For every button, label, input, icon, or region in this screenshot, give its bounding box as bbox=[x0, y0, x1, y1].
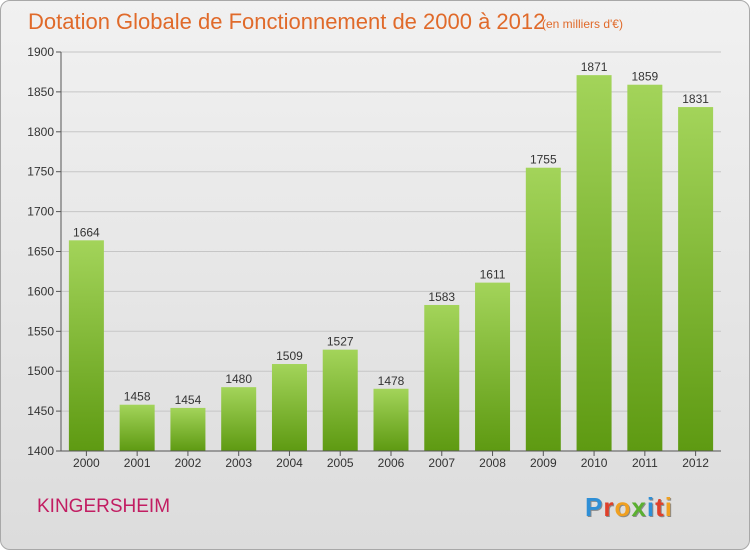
bar-2009 bbox=[525, 167, 561, 451]
x-tick-label: 2003 bbox=[225, 456, 252, 470]
logo-letter: t bbox=[655, 492, 665, 522]
bar-2010 bbox=[576, 75, 612, 451]
x-tick-label: 2002 bbox=[175, 456, 202, 470]
x-tick-label: 2001 bbox=[124, 456, 151, 470]
y-tick-label: 1650 bbox=[27, 245, 54, 259]
chart-title: Dotation Globale de Fonctionnement de 20… bbox=[28, 9, 546, 34]
logo-letter: r bbox=[603, 492, 615, 522]
bars bbox=[68, 75, 714, 451]
data-label-2012: 1831 bbox=[682, 92, 709, 106]
y-axis-ticks: 1400 1450 1500 1550 1600 1650 1700 1750 1800 1850… bbox=[27, 45, 61, 458]
data-label-2008: 1611 bbox=[480, 268, 506, 282]
proxiti-logo: Proxiti bbox=[585, 492, 673, 523]
data-label-2002: 1454 bbox=[175, 393, 202, 407]
bar-2002 bbox=[170, 407, 206, 451]
y-tick-label: 1400 bbox=[27, 444, 54, 458]
data-labels: 1664 1458 1454 1480 1509 1527 1478 1583 1611 1755… bbox=[73, 60, 709, 407]
x-tick-label: 2004 bbox=[276, 456, 303, 470]
axes bbox=[60, 52, 721, 452]
data-label-2007: 1583 bbox=[428, 290, 455, 304]
bar-2001 bbox=[119, 404, 155, 451]
logo-letter: x bbox=[631, 492, 647, 522]
data-label-2011: 1859 bbox=[631, 70, 658, 84]
data-label-2009: 1755 bbox=[530, 153, 557, 167]
x-tick-label: 2000 bbox=[73, 456, 100, 470]
bar-2000 bbox=[68, 240, 104, 451]
bar-2011 bbox=[627, 84, 663, 451]
y-tick-label: 1700 bbox=[27, 205, 54, 219]
bar-2006 bbox=[373, 388, 409, 451]
logo-letter: o bbox=[614, 492, 632, 522]
y-tick-label: 1450 bbox=[27, 404, 54, 418]
logo-letter: i bbox=[664, 492, 673, 522]
x-tick-label: 2009 bbox=[530, 456, 557, 470]
data-label-2000: 1664 bbox=[73, 225, 100, 239]
y-tick-label: 1800 bbox=[27, 125, 54, 139]
chart-unit: (en milliers d'€) bbox=[542, 17, 623, 31]
bar-2008 bbox=[475, 282, 511, 451]
y-tick-label: 1500 bbox=[27, 364, 54, 378]
x-tick-label: 2007 bbox=[428, 456, 455, 470]
data-label-2004: 1509 bbox=[276, 349, 303, 363]
bar-2007 bbox=[424, 304, 460, 451]
commune-name: KINGERSHEIM bbox=[37, 496, 171, 517]
x-tick-label: 2011 bbox=[632, 456, 658, 470]
data-label-2010: 1871 bbox=[581, 60, 608, 74]
y-tick-label: 1550 bbox=[27, 324, 54, 338]
x-axis-ticks: 2000 2001 2002 2003 2004 2005 2006 2007 2008 2009… bbox=[73, 451, 709, 470]
x-tick-label: 2006 bbox=[378, 456, 405, 470]
x-tick-label: 2010 bbox=[581, 456, 608, 470]
y-tick-label: 1850 bbox=[27, 85, 54, 99]
data-label-2001: 1458 bbox=[124, 390, 151, 404]
y-tick-label: 1600 bbox=[27, 284, 54, 298]
bar-2004 bbox=[271, 364, 307, 451]
x-tick-label: 2008 bbox=[479, 456, 506, 470]
x-tick-label: 2005 bbox=[327, 456, 354, 470]
data-label-2006: 1478 bbox=[378, 374, 405, 388]
logo-letter: P bbox=[585, 492, 604, 522]
bar-2012 bbox=[678, 107, 714, 451]
bar-2005 bbox=[322, 349, 358, 451]
x-tick-label: 2012 bbox=[682, 456, 709, 470]
bar-2003 bbox=[221, 387, 257, 451]
data-label-2003: 1480 bbox=[225, 372, 252, 386]
logo-letter: i bbox=[646, 492, 656, 522]
data-label-2005: 1527 bbox=[327, 335, 354, 349]
y-tick-label: 1750 bbox=[27, 165, 54, 179]
y-tick-label: 1900 bbox=[27, 45, 54, 59]
